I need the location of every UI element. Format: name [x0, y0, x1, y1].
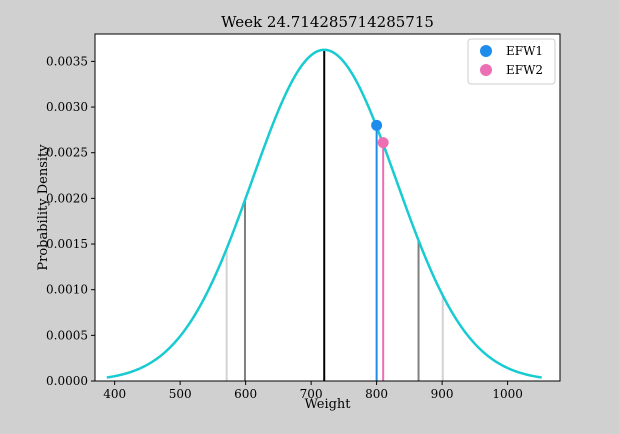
y-axis-label: Probability Density — [36, 144, 51, 271]
efw-points — [371, 119, 389, 149]
x-tick-label: 700 — [300, 387, 323, 401]
y-tick-label: 0.0035 — [46, 54, 88, 68]
y-tick-label: 0.0005 — [46, 328, 88, 342]
y-tick-label: 0.0025 — [46, 146, 88, 160]
legend-marker-efw1 — [480, 45, 492, 57]
legend-label-efw1: EFW1 — [506, 44, 543, 58]
plot-frame — [94, 33, 561, 382]
x-tick-label: 400 — [103, 387, 126, 401]
point-efw1 — [371, 119, 383, 131]
plot-area — [95, 34, 560, 381]
y-tick-label: 0.0015 — [46, 237, 88, 251]
legend-label-efw2: EFW2 — [506, 63, 543, 77]
x-axis-ticks: 400 500 600 700 800 900 1000 — [103, 381, 523, 401]
x-tick-label: 500 — [169, 387, 192, 401]
reference-lines — [225, 49, 444, 381]
chart-title: Week 24.714285714285715 — [221, 13, 434, 31]
y-axis-ticks: 0.0000 0.0005 0.0010 0.0015 0.0020 0.0025 0.00… — [46, 54, 95, 388]
point-efw2 — [377, 137, 389, 149]
x-axis-label: Weight — [304, 397, 351, 412]
y-tick-label: 0.0020 — [46, 191, 88, 205]
x-tick-label: 1000 — [492, 387, 523, 401]
y-tick-label: 0.0000 — [46, 374, 88, 388]
x-tick-label: 900 — [431, 387, 454, 401]
legend-marker-efw2 — [480, 64, 492, 76]
y-tick-label: 0.0030 — [46, 100, 88, 114]
density-curve — [106, 48, 542, 379]
legend: EFW1 EFW2 — [467, 38, 556, 85]
x-tick-label: 600 — [234, 387, 257, 401]
y-tick-label: 0.0010 — [46, 283, 88, 297]
x-tick-label: 800 — [365, 387, 388, 401]
